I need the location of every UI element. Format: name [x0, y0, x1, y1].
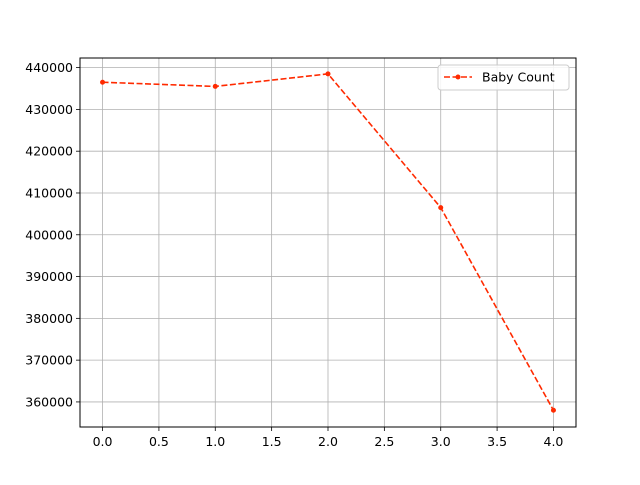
x-tick-label: 1.5 — [262, 434, 282, 449]
legend: Baby Count — [437, 64, 570, 91]
y-tick-label: 440000 — [25, 60, 73, 75]
data-point-marker — [212, 83, 218, 89]
y-tick-label: 390000 — [25, 269, 73, 284]
grid — [80, 58, 576, 427]
series-layer — [100, 71, 556, 413]
x-tick-label: 2.0 — [318, 434, 338, 449]
legend-box — [437, 64, 570, 91]
y-tick-label: 400000 — [25, 227, 73, 242]
data-point-marker — [100, 79, 106, 85]
legend-label: Baby Count — [482, 70, 555, 85]
data-point-marker — [550, 407, 556, 413]
x-tick-label: 0.5 — [149, 434, 169, 449]
x-tick-label: 2.5 — [374, 434, 394, 449]
y-tick-label: 420000 — [25, 144, 73, 159]
x-tick-label: 0.0 — [93, 434, 113, 449]
y-tick-label: 370000 — [25, 353, 73, 368]
x-tick-label: 3.5 — [487, 434, 507, 449]
x-tick-label: 4.0 — [544, 434, 564, 449]
y-tick-label: 410000 — [25, 185, 73, 200]
x-tick-label: 1.0 — [205, 434, 225, 449]
y-tick-label: 380000 — [25, 311, 73, 326]
x-axis: 0.0 0.5 1.0 1.5 2.0 2.5 3.0 3.5 4.0 — [93, 427, 564, 449]
y-tick-label: 430000 — [25, 102, 73, 117]
data-point-marker — [325, 71, 331, 77]
y-tick-label: 360000 — [25, 394, 73, 409]
y-axis: 360000 370000 380000 390000 400000 410000 4200… — [25, 60, 80, 409]
x-tick-label: 3.0 — [431, 434, 451, 449]
legend-swatch-marker — [455, 74, 461, 80]
data-point-marker — [438, 205, 444, 211]
